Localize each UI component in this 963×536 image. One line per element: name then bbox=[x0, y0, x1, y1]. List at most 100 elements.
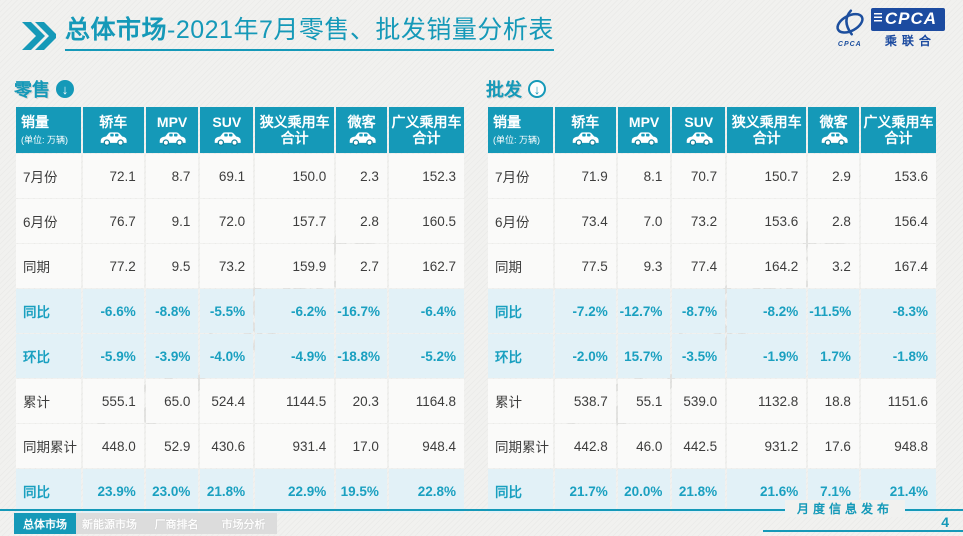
cell-value: 159.9 bbox=[255, 244, 335, 288]
sedan-car-icon bbox=[569, 131, 601, 146]
cell-value: 157.7 bbox=[255, 199, 335, 243]
sales-label: 销量 bbox=[493, 114, 521, 131]
cell-value: 153.6 bbox=[860, 154, 936, 198]
wholesale-table-header-row: 销量 (单位: 万辆) 轿车 MPV SUV 狭义乘用车 合计 微客 广义乘用车 合计 bbox=[488, 107, 936, 153]
cell-value: 20.0% bbox=[617, 469, 671, 513]
cell-value: 72.1 bbox=[82, 154, 144, 198]
col-header-sales: 销量 (单位: 万辆) bbox=[16, 107, 81, 153]
cpca-wordmark: CPCA 乘联合 bbox=[870, 8, 945, 49]
tab-overall-market[interactable]: 总体市场 bbox=[14, 513, 76, 534]
cell-value: 2.7 bbox=[336, 244, 387, 288]
cell-value: 1151.6 bbox=[860, 379, 936, 423]
cell-value: -6.6% bbox=[82, 289, 144, 333]
cell-value: 18.8 bbox=[808, 379, 859, 423]
cell-value: 442.5 bbox=[672, 424, 726, 468]
row-label: 同期累计 bbox=[488, 424, 553, 468]
row-label: 累计 bbox=[488, 379, 553, 423]
tab-manufacturer-ranking[interactable]: 厂商排名 bbox=[143, 513, 210, 534]
cell-value: -5.9% bbox=[82, 334, 144, 378]
cpca-cn-name: 乘联合 bbox=[884, 34, 936, 48]
cell-value: -5.2% bbox=[388, 334, 464, 378]
table-row: 环比 -2.0% 15.7% -3.5% -1.9% 1.7% -1.8% bbox=[488, 334, 936, 378]
cell-value: 162.7 bbox=[388, 244, 464, 288]
double-chevron-icon bbox=[22, 22, 56, 50]
col-header-mpv: MPV bbox=[145, 107, 199, 153]
cell-value: 152.3 bbox=[388, 154, 464, 198]
row-label: 同比 bbox=[488, 289, 553, 333]
cell-value: 20.3 bbox=[336, 379, 387, 423]
cell-value: 1144.5 bbox=[255, 379, 335, 423]
sedan-car-icon bbox=[97, 131, 129, 146]
cell-value: 539.0 bbox=[672, 379, 726, 423]
row-label: 累计 bbox=[16, 379, 81, 423]
cpca-swirl-caption: CPCA bbox=[837, 41, 862, 48]
table-row: 累计 555.1 65.0 524.4 1144.5 20.3 1164.8 bbox=[16, 379, 464, 423]
cell-value: -3.5% bbox=[672, 334, 726, 378]
cell-value: 1132.8 bbox=[727, 379, 807, 423]
cell-value: 77.4 bbox=[672, 244, 726, 288]
cell-value: 2.8 bbox=[808, 199, 859, 243]
cell-value: 430.6 bbox=[200, 424, 254, 468]
cell-value: 70.7 bbox=[672, 154, 726, 198]
row-label: 环比 bbox=[16, 334, 81, 378]
row-label: 6月份 bbox=[488, 199, 553, 243]
row-label: 同期 bbox=[16, 244, 81, 288]
cell-value: -3.9% bbox=[145, 334, 199, 378]
cpca-swirl-icon: CPCA bbox=[833, 9, 867, 48]
table-row: 同期 77.5 9.3 77.4 164.2 3.2 167.4 bbox=[488, 244, 936, 288]
col-header-narrow-pv-total: 狭义乘用车 合计 bbox=[255, 107, 335, 153]
cell-value: 442.8 bbox=[554, 424, 616, 468]
cell-value: 7.0 bbox=[617, 199, 671, 243]
down-arrow-outline-circle-icon: ↓ bbox=[528, 80, 546, 98]
cell-value: 46.0 bbox=[617, 424, 671, 468]
cell-value: 23.0% bbox=[145, 469, 199, 513]
table-row: 6月份 73.4 7.0 73.2 153.6 2.8 156.4 bbox=[488, 199, 936, 243]
page-title: 总体市场-2021年7月零售、批发销量分析表 bbox=[65, 16, 554, 51]
cell-value: 69.1 bbox=[200, 154, 254, 198]
cell-value: 22.8% bbox=[388, 469, 464, 513]
row-label: 同比 bbox=[488, 469, 553, 513]
tab-nev-market[interactable]: 新能源市场 bbox=[76, 513, 143, 534]
tab-market-analysis[interactable]: 市场分析 bbox=[210, 513, 277, 534]
cell-value: -11.5% bbox=[808, 289, 859, 333]
cell-value: -2.0% bbox=[554, 334, 616, 378]
cell-value: 77.2 bbox=[82, 244, 144, 288]
cell-value: -6.2% bbox=[255, 289, 335, 333]
page-number: 4 bbox=[941, 514, 949, 530]
row-label: 同比 bbox=[16, 289, 81, 333]
cell-value: 23.9% bbox=[82, 469, 144, 513]
cell-value: 73.2 bbox=[200, 244, 254, 288]
col-header-suv: SUV bbox=[200, 107, 254, 153]
cell-value: 55.1 bbox=[617, 379, 671, 423]
cell-value: 65.0 bbox=[145, 379, 199, 423]
cell-value: 71.9 bbox=[554, 154, 616, 198]
cell-value: -8.8% bbox=[145, 289, 199, 333]
retail-table-header-row: 销量 (单位: 万辆) 轿车 MPV SUV 狭义乘用车 合计 微客 广义乘用车 合计 bbox=[16, 107, 464, 153]
bottom-tab-bar: 总体市场 新能源市场 厂商排名 市场分析 bbox=[14, 513, 277, 534]
sales-unit: (单位: 万辆) bbox=[493, 134, 540, 145]
col-header-sedan: 轿车 bbox=[554, 107, 616, 153]
cell-value: -5.5% bbox=[200, 289, 254, 333]
cell-value: 9.3 bbox=[617, 244, 671, 288]
cell-value: -6.4% bbox=[388, 289, 464, 333]
row-label: 同期 bbox=[488, 244, 553, 288]
cell-value: 931.2 bbox=[727, 424, 807, 468]
cell-value: -16.7% bbox=[336, 289, 387, 333]
retail-table: 销量 (单位: 万辆) 轿车 MPV SUV 狭义乘用车 合计 微客 广义乘用车 合计… bbox=[14, 106, 466, 514]
cell-value: -7.2% bbox=[554, 289, 616, 333]
cell-value: 52.9 bbox=[145, 424, 199, 468]
cell-value: 21.8% bbox=[672, 469, 726, 513]
cell-value: 17.0 bbox=[336, 424, 387, 468]
cell-value: 167.4 bbox=[860, 244, 936, 288]
col-header-broad-pv-total: 广义乘用车 合计 bbox=[860, 107, 936, 153]
cell-value: 8.1 bbox=[617, 154, 671, 198]
title-rest: -2021年7月零售、批发销量分析表 bbox=[167, 16, 554, 44]
sales-label: 销量 bbox=[21, 114, 49, 131]
cell-value: 2.9 bbox=[808, 154, 859, 198]
cell-value: 150.0 bbox=[255, 154, 335, 198]
col-header-sales: 销量 (单位: 万辆) bbox=[488, 107, 553, 153]
cell-value: -4.0% bbox=[200, 334, 254, 378]
cell-value: 73.4 bbox=[554, 199, 616, 243]
cell-value: -12.7% bbox=[617, 289, 671, 333]
col-header-mpv: MPV bbox=[617, 107, 671, 153]
